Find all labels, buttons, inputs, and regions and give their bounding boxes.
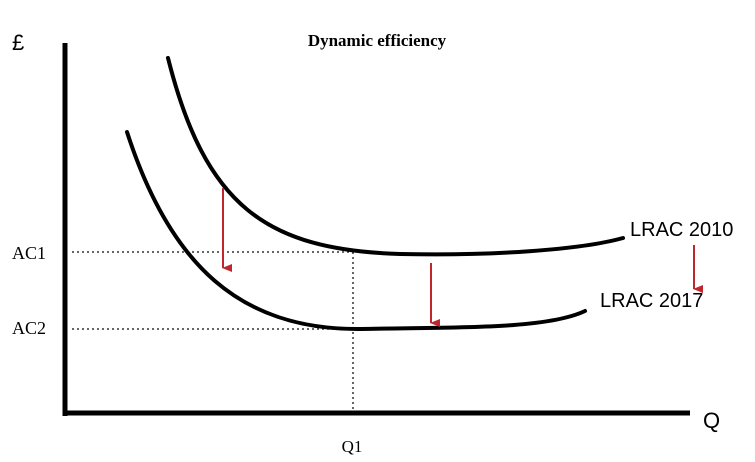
ac2-label: AC2	[12, 318, 46, 338]
lrac-2010-curve	[166, 56, 625, 257]
ac1-label: AC1	[12, 243, 46, 263]
lrac-2017-label: LRAC 2017	[600, 290, 703, 312]
diagram-title: Dynamic efficiency	[308, 31, 447, 50]
lrac-2017-curve	[125, 130, 587, 332]
x-axis-label: Q	[703, 408, 720, 433]
y-axis-label: £	[12, 30, 24, 55]
q1-label: Q1	[342, 437, 363, 456]
lrac-2010-label: LRAC 2010	[630, 219, 733, 241]
